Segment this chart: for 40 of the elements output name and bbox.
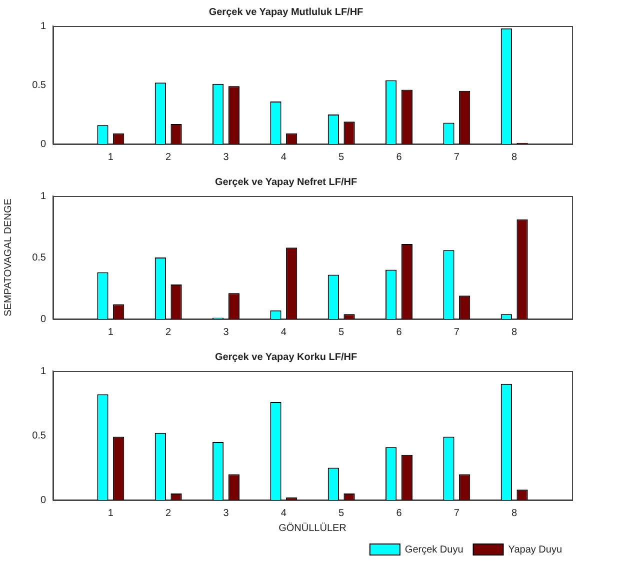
x-tick-label: 3 [223,152,230,163]
x-tick-label: 4 [280,508,287,519]
x-tick-label: 7 [454,152,460,163]
x-tick-label: 8 [512,326,518,338]
x-tick-label: 4 [280,326,287,338]
x-tick-label: 5 [338,152,345,163]
x-tick-label: 3 [223,508,230,519]
y-tick-label: 0 [40,314,46,325]
x-tick-label: 1 [108,508,114,519]
x-tick-label: 2 [166,508,172,519]
y-tick-label: 1 [40,20,46,32]
x-tick-label: 4 [280,152,287,163]
x-tick-label: 8 [512,508,518,519]
x-tick-label: 8 [512,152,518,163]
x-axis-title: GÖNÜLLÜLER [278,522,346,534]
legend-label: Gerçek Duyu [404,544,464,556]
x-tick-label: 5 [338,326,345,338]
chart-title: Gerçek ve Yapay Mutluluk LF/HF [208,6,364,18]
y-tick-label: 0 [40,138,46,150]
x-tick-label: 5 [338,508,345,519]
legend-label: Yapay Duyu [508,544,562,556]
chart-title: Gerçek ve Yapay Nefret LF/HF [214,176,358,188]
x-tick-label: 7 [454,326,460,338]
y-axis-title: SEMPATOVAGAL DENGE [2,198,14,316]
y-tick-label: 0.5 [32,430,46,442]
y-tick-label: 0.5 [32,252,46,264]
x-tick-label: 6 [396,152,402,163]
x-tick-label: 1 [108,152,114,163]
y-tick-label: 1 [40,190,46,202]
x-tick-label: 6 [396,508,402,519]
y-tick-label: 1 [40,366,46,377]
x-tick-label: 7 [454,508,460,519]
chart-title: Gerçek ve Yapay Korku LF/HF [214,352,358,363]
y-tick-label: 0.5 [32,80,46,91]
x-tick-label: 3 [223,326,230,338]
x-tick-label: 2 [166,152,172,163]
x-tick-label: 2 [166,326,172,338]
x-tick-label: 1 [108,326,114,338]
x-tick-label: 6 [396,326,402,338]
y-tick-label: 0 [40,494,46,506]
